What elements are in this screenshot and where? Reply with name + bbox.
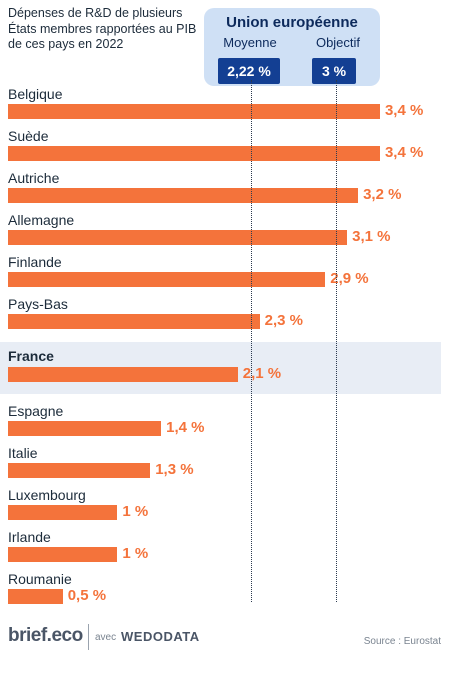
value-label-france: 2,1 % (242, 365, 282, 382)
wedodata-logo: WEDODATA (121, 629, 200, 644)
footer-avec: avec (95, 632, 117, 643)
country-label-suede: Suède (8, 128, 49, 144)
country-label-autriche: Autriche (8, 170, 60, 186)
value-label-irlande: 1 % (122, 545, 149, 562)
footer-separator (88, 624, 89, 650)
value-label-finlande: 2,9 % (330, 270, 369, 287)
brief-eco-logo: brief.eco (8, 625, 83, 646)
eu-target-value: 3 % (312, 58, 356, 84)
value-label-italie: 1,3 % (155, 461, 194, 478)
eu-panel: Union européenne Moyenne Objectif 2,22 %… (204, 8, 380, 86)
country-label-france: France (8, 348, 54, 364)
bar-belgique (8, 104, 380, 119)
country-label-finlande: Finlande (8, 254, 62, 270)
bar-italie (8, 463, 151, 478)
bar-finlande (8, 272, 326, 287)
bar-france (8, 367, 238, 382)
country-label-roumanie: Roumanie (8, 571, 72, 587)
bar-espagne (8, 421, 162, 436)
bar-luxembourg (8, 505, 118, 520)
value-label-luxembourg: 1 % (122, 503, 149, 520)
eu-average-line (250, 80, 252, 602)
eu-target-line (336, 80, 338, 602)
country-label-belgique: Belgique (8, 86, 63, 102)
bar-pays-bas (8, 314, 260, 329)
country-label-irlande: Irlande (8, 529, 51, 545)
chart-title: Dépenses de R&D de plusieurs États membr… (8, 6, 197, 51)
country-label-luxembourg: Luxembourg (8, 487, 86, 503)
value-label-roumanie: 0,5 % (67, 587, 107, 604)
eu-average-value: 2,22 % (218, 58, 280, 84)
bar-irlande (8, 547, 118, 562)
country-label-italie: Italie (8, 445, 38, 461)
value-label-allemagne: 3,1 % (352, 228, 391, 245)
value-label-pays-bas: 2,3 % (264, 312, 303, 329)
value-label-autriche: 3,2 % (363, 186, 402, 203)
bar-autriche (8, 188, 359, 203)
value-label-espagne: 1,4 % (166, 419, 205, 436)
value-label-suede: 3,4 % (384, 144, 424, 161)
bar-allemagne (8, 230, 348, 245)
bar-suede (8, 146, 380, 161)
eu-title: Union européenne (226, 14, 358, 31)
bar-roumanie (8, 589, 63, 604)
country-label-pays-bas: Pays-Bas (8, 296, 68, 312)
country-label-allemagne: Allemagne (8, 212, 75, 228)
value-label-belgique: 3,4 % (384, 102, 424, 119)
source-note: Source : Eurostat (363, 636, 441, 647)
country-label-espagne: Espagne (8, 403, 64, 419)
eu-average-label: Moyenne (223, 35, 277, 50)
eu-target-label: Objectif (315, 35, 361, 50)
